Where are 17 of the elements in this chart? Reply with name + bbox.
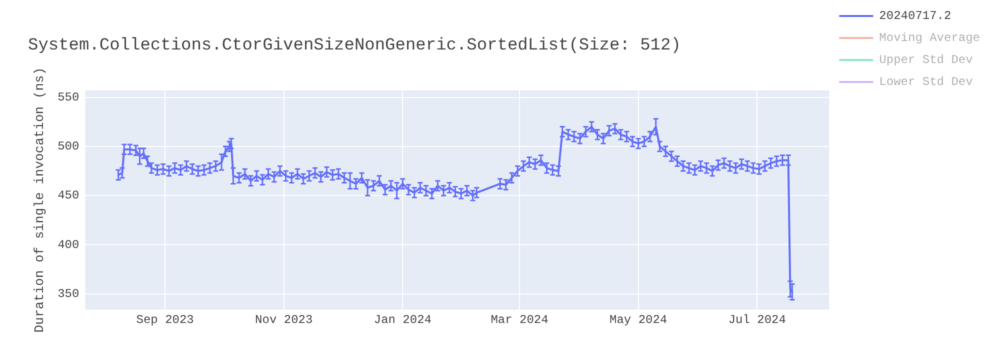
chart-title: System.Collections.CtorGivenSizeNonGeneric.SortedList(Size: 512)	[28, 36, 681, 56]
y-tick-label: 550	[58, 90, 80, 104]
y-tick-label: 500	[58, 140, 80, 154]
legend-label: Upper Std Dev	[879, 53, 973, 68]
y-tick-label: 350	[58, 287, 80, 302]
y-tick-label: 450	[58, 188, 80, 203]
x-tick-label: Mar 2024	[490, 312, 548, 327]
legend-label: Lower Std Dev	[879, 75, 973, 90]
x-tick-label: Jan 2024	[374, 312, 432, 327]
x-tick-label: May 2024	[610, 312, 668, 327]
x-tick-label: Sep 2023	[136, 312, 194, 327]
x-tick-label: Jul 2024	[728, 312, 786, 327]
y-axis-title: Duration of single invocation (ns)	[32, 67, 48, 333]
x-tick-label: Nov 2023	[255, 312, 313, 327]
legend-label: Moving Average	[879, 31, 980, 46]
legend-label: 20240717.2	[879, 9, 952, 24]
y-tick-label: 400	[58, 238, 80, 252]
